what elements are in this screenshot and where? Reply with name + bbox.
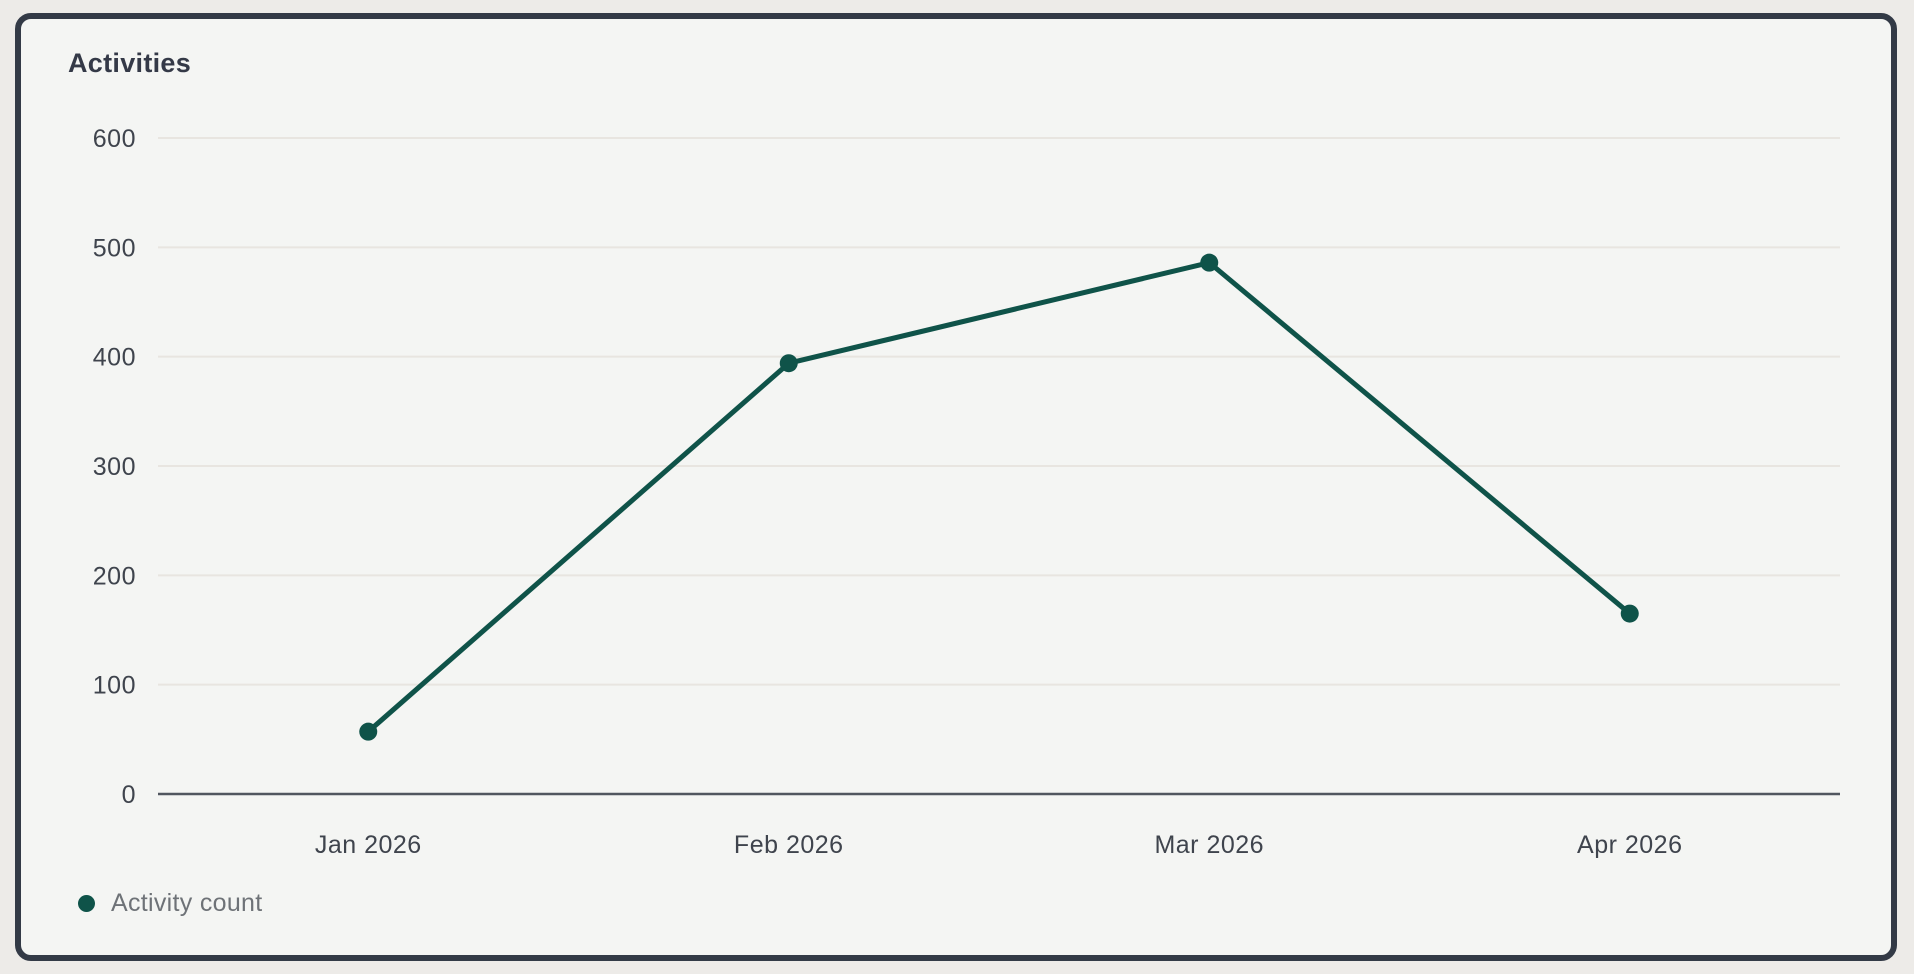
y-tick-label: 100 [93, 672, 136, 700]
legend-series-dot-icon [78, 894, 95, 912]
y-tick-label: 200 [93, 562, 136, 590]
chart-title: Activities [68, 48, 192, 78]
y-tick-label: 500 [93, 234, 136, 262]
chart-card [15, 13, 1897, 961]
data-point[interactable] [359, 722, 378, 741]
x-tick-label: Apr 2026 [1577, 831, 1682, 859]
x-tick-label: Mar 2026 [1154, 831, 1264, 859]
y-tick-label: 0 [122, 781, 136, 809]
x-tick-label: Feb 2026 [734, 831, 844, 859]
data-point[interactable] [779, 354, 798, 373]
y-tick-label: 600 [93, 125, 136, 153]
y-tick-label: 400 [93, 344, 136, 372]
data-point[interactable] [1620, 604, 1639, 623]
x-tick-label: Jan 2026 [315, 831, 422, 859]
data-point[interactable] [1200, 253, 1219, 272]
legend: Activity count [78, 889, 262, 917]
series-line [365, 260, 1633, 735]
y-tick-label: 300 [93, 453, 136, 481]
legend-series-label: Activity count [111, 888, 263, 917]
